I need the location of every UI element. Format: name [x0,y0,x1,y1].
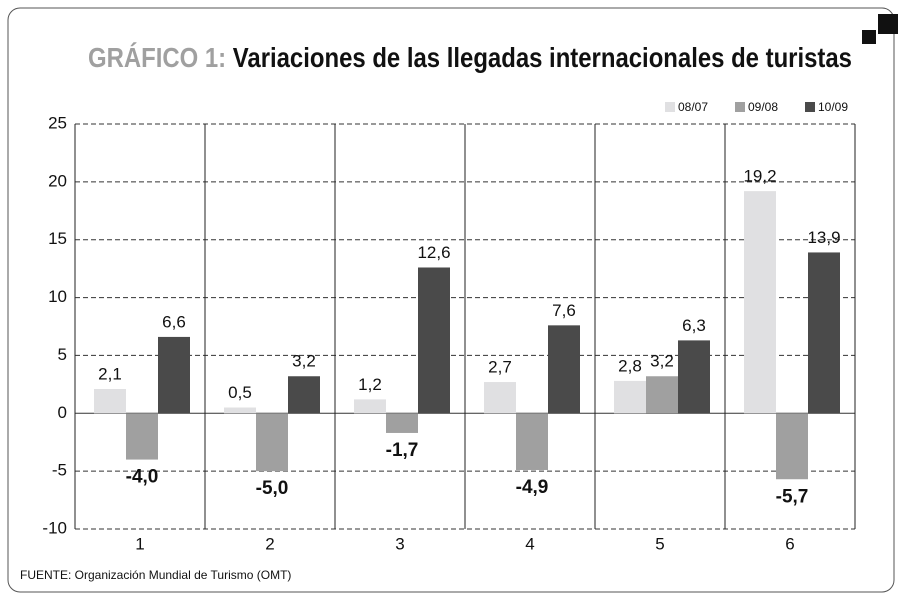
value-label: 12,6 [417,243,450,262]
title-prefix: GRÁFICO 1: [88,42,226,73]
x-tick-label: 5 [655,534,664,553]
value-label: 1,2 [358,375,382,394]
y-tick-label: 10 [48,287,67,306]
bar [224,407,256,414]
bar [418,267,450,414]
chart-title: GRÁFICO 1: Variaciones de las llegadas i… [88,42,852,73]
value-label: 2,7 [488,358,512,377]
legend-swatch [805,102,815,112]
bar [776,413,808,480]
value-label: 6,6 [162,312,186,331]
bar [158,336,190,414]
value-label: 3,2 [292,352,316,371]
y-tick-label: 0 [58,403,67,422]
x-tick-label: 1 [135,534,144,553]
bar [484,382,516,414]
value-label: -5,0 [256,478,289,499]
x-tick-label: 6 [785,534,794,553]
legend-label: 08/07 [678,100,708,114]
value-label: 7,6 [552,301,576,320]
corner-square [862,30,876,44]
frame [7,7,895,593]
y-tick-label: 15 [48,229,67,248]
bar [288,376,320,414]
y-tick-label: 25 [48,113,67,132]
bar [744,191,776,414]
value-label: 6,3 [682,316,706,335]
bar [548,325,580,414]
corner-square [878,14,898,34]
y-tick-label: -5 [52,461,67,480]
source-note: FUENTE: Organización Mundial de Turismo … [20,568,291,582]
bar [94,388,126,414]
bar [614,380,646,414]
legend-label: 10/09 [818,100,848,114]
y-tick-label: 5 [58,345,67,364]
bar [678,340,710,414]
title-main: Variaciones de las llegadas internaciona… [233,42,852,73]
value-label: 0,5 [228,383,252,402]
value-label: 19,2 [743,167,776,186]
x-tick-label: 4 [525,534,534,553]
value-label: -4,9 [516,477,549,498]
bar [386,413,418,433]
bar [516,413,548,470]
legend-swatch [735,102,745,112]
x-tick-label: 3 [395,534,404,553]
value-label: -5,7 [776,486,809,507]
legend-swatch [665,102,675,112]
value-label: 2,8 [618,356,642,375]
bar [646,376,678,414]
bar [256,413,288,472]
bar [126,413,158,460]
value-label: -4,0 [126,467,159,488]
value-label: 2,1 [98,364,122,383]
bar [808,252,840,414]
legend-label: 09/08 [748,100,778,114]
value-label: 13,9 [807,228,840,247]
x-tick-label: 2 [265,534,274,553]
value-label: 3,2 [650,352,674,371]
bar [354,399,386,414]
y-tick-label: -10 [42,518,67,537]
y-tick-label: 20 [48,171,67,190]
value-label: -1,7 [386,440,419,461]
